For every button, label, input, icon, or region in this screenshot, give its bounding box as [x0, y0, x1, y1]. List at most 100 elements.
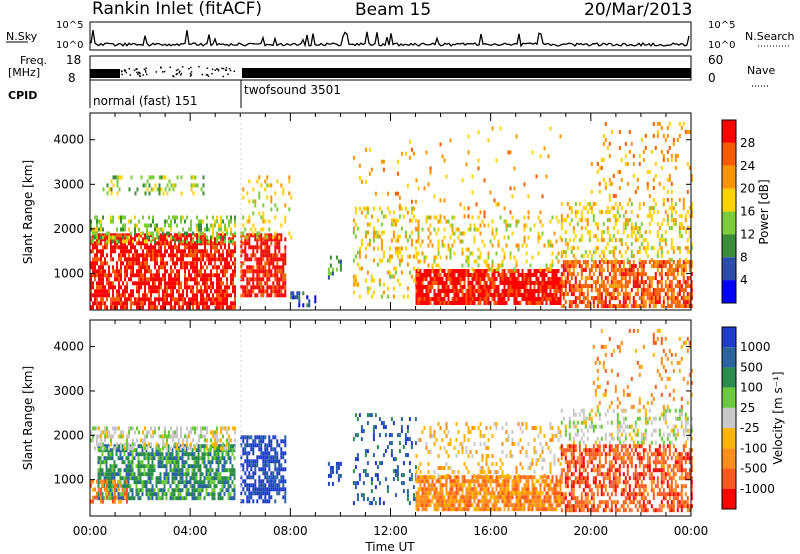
- heatmap-cell: [400, 258, 403, 263]
- heatmap-cell: [154, 239, 156, 244]
- heatmap-cell: [174, 273, 176, 278]
- heatmap-cell: [159, 476, 162, 481]
- heatmap-cell: [220, 426, 222, 431]
- heatmap-cell: [101, 496, 104, 501]
- heatmap-cell: [100, 438, 102, 443]
- heatmap-cell: [690, 296, 693, 301]
- heatmap-cell: [258, 261, 261, 266]
- heatmap-cell: [586, 218, 589, 223]
- heatmap-cell: [214, 442, 216, 447]
- heatmap-cell: [682, 288, 685, 293]
- heatmap-cell: [181, 476, 184, 481]
- heatmap-cell: [193, 444, 196, 449]
- heatmap-cell: [120, 175, 123, 180]
- heatmap-cell: [562, 304, 565, 309]
- heatmap-cell: [628, 260, 631, 265]
- heatmap-cell: [410, 199, 413, 204]
- heatmap-cell: [212, 265, 214, 270]
- heatmap-cell: [162, 227, 164, 232]
- heatmap-cell: [382, 254, 385, 259]
- heatmap-cell: [98, 434, 100, 439]
- heatmap-cell: [339, 259, 342, 264]
- heatmap-cell: [638, 161, 641, 166]
- heatmap-cell: [164, 237, 166, 242]
- heatmap-cell: [161, 492, 164, 497]
- heatmap-cell: [139, 496, 142, 501]
- heatmap-cell: [404, 246, 407, 251]
- heatmap-cell: [151, 460, 154, 465]
- heatmap-cell: [112, 175, 115, 180]
- heatmap-cell: [606, 288, 609, 293]
- freq-dot: [178, 71, 180, 74]
- heatmap-cell: [172, 285, 174, 290]
- heatmap-cell: [248, 281, 251, 286]
- heatmap-cell: [473, 285, 476, 289]
- heatmap-cell: [278, 277, 281, 282]
- heatmap-cell: [423, 293, 426, 297]
- heatmap-cell: [352, 226, 355, 231]
- heatmap-cell: [207, 476, 210, 481]
- heatmap-cell: [644, 280, 647, 285]
- heatmap-cell: [392, 230, 395, 235]
- heatmap-cell: [539, 235, 542, 240]
- heatmap-cell: [111, 452, 114, 457]
- heatmap-cell: [96, 227, 98, 232]
- heatmap-cell: [358, 254, 361, 259]
- heatmap-cell: [650, 214, 653, 219]
- heatmap-cell: [156, 227, 158, 232]
- heatmap-cell: [431, 297, 434, 301]
- heatmap-cell: [205, 488, 208, 493]
- heatmap-cell: [98, 277, 100, 282]
- heatmap-cell: [168, 285, 170, 290]
- heatmap-cell: [427, 297, 430, 301]
- heatmap-cell: [614, 202, 617, 207]
- heatmap-cell: [244, 227, 247, 232]
- heatmap-cell: [489, 239, 492, 244]
- heatmap-cell: [392, 266, 395, 271]
- heatmap-cell: [676, 292, 679, 297]
- noise-tick-high-right: 10^5: [708, 20, 735, 31]
- heatmap-cell: [192, 305, 194, 310]
- heatmap-cell: [457, 269, 460, 273]
- heatmap-cell: [226, 305, 228, 310]
- heatmap-cell: [96, 245, 98, 250]
- heatmap-cell: [612, 304, 615, 309]
- heatmap-cell: [551, 277, 554, 281]
- heatmap-cell: [382, 159, 385, 164]
- heatmap-cell: [104, 261, 106, 266]
- heatmap-cell: [396, 218, 399, 223]
- heatmap-cell: [234, 446, 236, 451]
- heatmap-cell: [276, 233, 279, 238]
- heatmap-cell: [656, 284, 659, 289]
- heatmap-cell: [527, 297, 530, 301]
- heatmap-cell: [417, 297, 420, 301]
- heatmap-cell: [187, 480, 190, 485]
- heatmap-cell: [598, 288, 601, 293]
- heatmap-cell: [206, 301, 208, 306]
- heatmap-cell: [222, 446, 224, 451]
- heatmap-cell: [487, 263, 490, 268]
- heatmap-cell: [447, 243, 450, 248]
- heatmap-cell: [147, 476, 150, 481]
- heatmap-cell: [427, 243, 430, 248]
- heatmap-cell: [449, 223, 452, 228]
- heatmap-cell: [688, 296, 691, 301]
- heatmap-cell: [204, 438, 206, 443]
- heatmap-cell: [200, 249, 202, 254]
- heatmap-cell: [433, 215, 436, 220]
- heatmap-cell: [606, 276, 609, 281]
- heatmap-cell: [118, 233, 120, 238]
- heatmap-cell: [284, 281, 287, 286]
- heatmap-cell: [159, 496, 162, 501]
- heatmap-cell: [666, 189, 669, 194]
- heatmap-cell: [110, 233, 112, 238]
- heatmap-cell: [210, 223, 212, 228]
- heatmap-cell: [102, 301, 104, 306]
- heatmap-cell: [213, 496, 216, 501]
- heatmap-cell: [586, 284, 589, 289]
- heatmap-cell: [221, 464, 224, 469]
- heatmap-cell: [439, 255, 442, 260]
- heatmap-cell: [184, 253, 186, 258]
- heatmap-cell: [124, 442, 126, 447]
- heatmap-cell: [394, 222, 397, 227]
